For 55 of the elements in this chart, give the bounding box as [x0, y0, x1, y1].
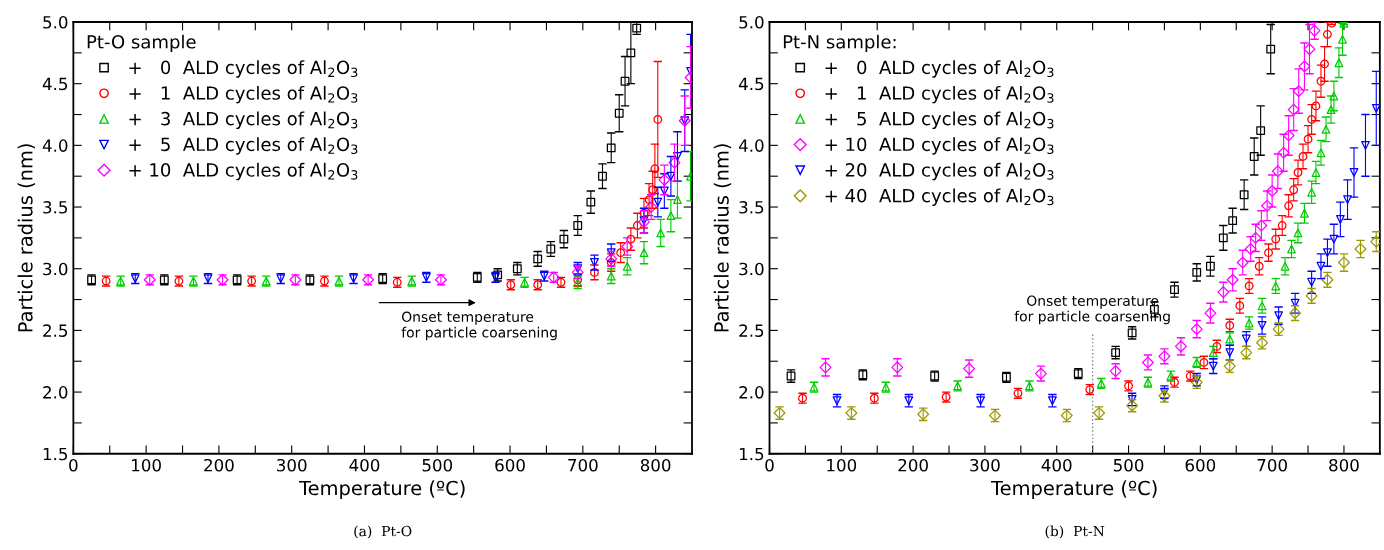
y-tick-label: 1.5: [43, 447, 68, 461]
y-tick-label: 4.0: [42, 139, 68, 152]
x-tick-label: 200: [204, 458, 234, 472]
text: (a) Pt-O: [354, 525, 412, 539]
x-tick-label: 300: [277, 458, 307, 472]
y-axis-title: Particle radius (nm): [713, 144, 732, 332]
y-tick-label: 5.0: [43, 15, 68, 29]
legend-label: + 3 ALD cycles of Al$_{2}$O$_{3}$: [129, 111, 358, 129]
y-tick-label: 4.5: [42, 77, 68, 91]
legend-label: + 5 ALD cycles of Al$_{2}$O$_{3}$: [825, 111, 1054, 129]
x-tick-label: 500: [1113, 458, 1144, 472]
x-axis-title: Temperature (ºC): [990, 480, 1157, 500]
legend-label: + 0 ALD cycles of Al$_{2}$O$_{3}$: [129, 60, 358, 78]
x-tick-label: 500: [422, 458, 453, 472]
x-tick-label: 600: [495, 458, 525, 472]
legend-label: + 1 ALD cycles of Al$_{2}$O$_{3}$: [825, 85, 1054, 104]
y-tick-label: 1.5: [739, 447, 764, 461]
legend-label: + 20 ALD cycles of Al$_{2}$O$_{3}$: [825, 162, 1054, 181]
x-tick-label: 700: [568, 458, 598, 472]
x-tick-label: 800: [640, 458, 671, 472]
y-tick-label: 2.5: [739, 324, 764, 337]
annotation: Onset temperature for particle coarsening: [401, 311, 557, 341]
x-tick-label: 300: [970, 458, 1000, 472]
y-tick-label: 3.5: [739, 201, 764, 214]
x-tick-label: 800: [1329, 458, 1359, 472]
legend-label: + 40 ALD cycles of Al$_{2}$O$_{3}$: [825, 188, 1054, 206]
y-tick-label: 2.0: [739, 386, 764, 399]
x-tick-label: 600: [1185, 458, 1216, 472]
legend-title: Pt-N sample:: [783, 34, 896, 53]
legend-label: + 5 ALD cycles of Al$_{2}$O$_{3}$: [129, 137, 358, 155]
legend-label: + 0 ALD cycles of Al$_{2}$O$_{3}$: [825, 60, 1054, 78]
x-tick-label: 200: [898, 458, 928, 472]
legend-label: + 10 ALD cycles of Al$_{2}$O$_{3}$: [825, 137, 1054, 155]
annotation: Onset temperature for particle coarsening: [1014, 295, 1170, 325]
legend-label: + 1 ALD cycles of Al$_{2}$O$_{3}$: [129, 85, 358, 104]
y-tick-label: 2.5: [43, 324, 68, 337]
y-axis-title: Particle radius (nm): [17, 144, 35, 332]
y-tick-label: 3.5: [43, 201, 68, 214]
text: (b) Pt-N: [1045, 525, 1105, 539]
x-tick-label: 400: [349, 458, 380, 472]
legend-label: + 10 ALD cycles of Al$_{2}$O$_{3}$: [129, 162, 358, 181]
y-tick-label: 4.5: [738, 77, 764, 91]
x-tick-label: 100: [827, 458, 857, 472]
x-tick-label: 100: [132, 458, 161, 472]
x-tick-label: 700: [1257, 458, 1287, 472]
y-tick-label: 5.0: [739, 15, 764, 29]
x-tick-label: 0: [765, 458, 774, 472]
x-tick-label: 0: [69, 458, 78, 472]
y-tick-label: 4.0: [738, 139, 764, 152]
x-tick-label: 400: [1041, 458, 1072, 472]
y-tick-label: 3.0: [739, 262, 764, 276]
x-axis-title: Temperature (ºC): [298, 480, 465, 500]
legend-title: Pt-O sample: [87, 34, 196, 53]
y-tick-label: 3.0: [43, 262, 68, 276]
y-tick-label: 2.0: [43, 386, 68, 399]
